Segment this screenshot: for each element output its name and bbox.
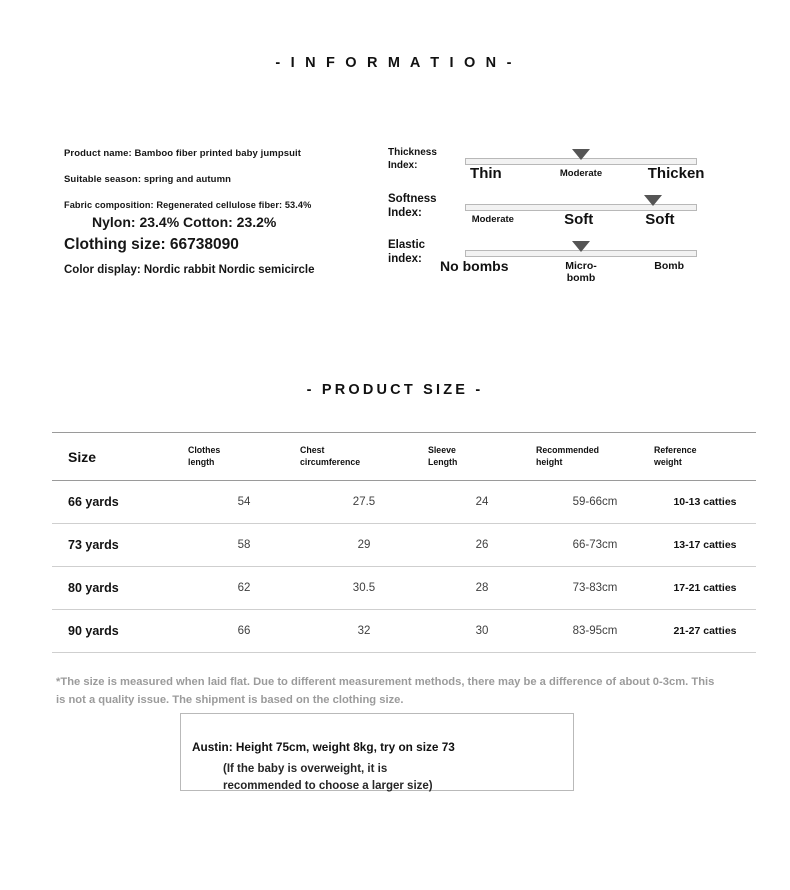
table-row: 80 yards 62 30.5 28 73-83cm 17-21 catties bbox=[52, 566, 756, 610]
cell-recommended-height: 83-95cm bbox=[536, 609, 654, 653]
slider-track-softness[interactable] bbox=[465, 204, 697, 211]
slider-ticks-elastic: No bombs Micro-bomb Bomb bbox=[440, 259, 697, 294]
cell-chest-circumference: 32 bbox=[300, 609, 428, 653]
table-row: 73 yards 58 29 26 66-73cm 13-17 catties bbox=[52, 523, 756, 567]
slider-thickness[interactable]: Thin Moderate Thicken bbox=[465, 149, 704, 192]
fabric-index-panel: Thickness Index: Thin Moderate Thicken Sof… bbox=[388, 146, 708, 296]
slider-tick-label: Micro-bomb bbox=[565, 260, 597, 284]
info-fabric-composition: Fabric composition: Regenerated cellulos… bbox=[64, 200, 312, 210]
index-label-elastic: Elastic index: bbox=[388, 239, 426, 265]
slider-tick-label: Thicken bbox=[647, 165, 705, 182]
size-chart-table: Size Clothes length Chest circumference Sl… bbox=[52, 432, 756, 653]
try-on-reference-box: Austin: Height 75cm, weight 8kg, try on … bbox=[180, 713, 574, 792]
table-row: 66 yards 54 27.5 24 59-66cm 10-13 catties bbox=[52, 480, 756, 524]
cell-size: 66 yards bbox=[52, 480, 188, 524]
header-line: Clothes bbox=[188, 445, 221, 455]
product-information-list: Product name: Bamboo fiber printed baby … bbox=[64, 148, 394, 276]
slider-tick-label: Moderate bbox=[471, 214, 514, 225]
cell-clothes-length: 66 bbox=[188, 609, 300, 653]
slider-marker-thickness[interactable] bbox=[572, 149, 590, 160]
cell-recommended-height: 73-83cm bbox=[536, 566, 654, 610]
try-on-sub-text: (If the baby is overweight, it is recomme… bbox=[223, 761, 433, 795]
cell-clothes-length: 54 bbox=[188, 480, 300, 524]
cell-chest-circumference: 29 bbox=[300, 523, 428, 567]
header-line: circumference bbox=[300, 456, 361, 467]
cell-size: 90 yards bbox=[52, 609, 188, 653]
info-color-display: Color display: Nordic rabbit Nordic semi… bbox=[64, 264, 315, 276]
cell-reference-weight: 21-27 catties bbox=[654, 609, 756, 653]
information-section-heading: - I N F O R M A T I O N - bbox=[275, 55, 515, 71]
slider-marker-softness[interactable] bbox=[643, 195, 662, 206]
table-header-row: Size Clothes length Chest circumference Sl… bbox=[52, 432, 756, 481]
column-header-chest-circumference: Chest circumference bbox=[300, 432, 428, 481]
column-header-reference-weight: Reference weight bbox=[654, 432, 756, 481]
slider-tick-label: Soft bbox=[645, 211, 675, 228]
slider-ticks-softness: Moderate Soft Soft bbox=[465, 211, 697, 248]
header-line: Length bbox=[428, 456, 458, 467]
cell-sleeve-length: 30 bbox=[428, 609, 536, 653]
cell-sleeve-length: 24 bbox=[428, 480, 536, 524]
index-label-thickness: Thickness Index: bbox=[388, 147, 437, 171]
table-row: 90 yards 66 32 30 83-95cm 21-27 catties bbox=[52, 609, 756, 653]
try-on-main-text: Austin: Height 75cm, weight 8kg, try on … bbox=[192, 740, 455, 754]
cell-reference-weight: 10-13 catties bbox=[654, 480, 756, 524]
slider-tick-label: No bombs bbox=[440, 258, 509, 274]
cell-reference-weight: 13-17 catties bbox=[654, 523, 756, 567]
cell-clothes-length: 58 bbox=[188, 523, 300, 567]
note-line: (If the baby is overweight, it is bbox=[223, 763, 388, 775]
product-size-section-heading: - PRODUCT SIZE - bbox=[306, 382, 484, 398]
column-header-recommended-height: Recommended height bbox=[536, 432, 654, 481]
header-line: Reference bbox=[654, 445, 697, 455]
info-product-name: Product name: Bamboo fiber printed baby … bbox=[64, 148, 302, 159]
info-clothing-size: Clothing size: 66738090 bbox=[64, 236, 239, 253]
info-suitable-season: Suitable season: spring and autumn bbox=[64, 174, 232, 185]
cell-size: 80 yards bbox=[52, 566, 188, 610]
info-fabric-breakdown: Nylon: 23.4% Cotton: 23.2% bbox=[92, 214, 277, 230]
slider-marker-elastic[interactable] bbox=[572, 241, 590, 252]
header-line: height bbox=[536, 456, 563, 467]
cell-reference-weight: 17-21 catties bbox=[654, 566, 756, 610]
slider-softness[interactable]: Moderate Soft Soft bbox=[465, 195, 697, 238]
cell-clothes-length: 62 bbox=[188, 566, 300, 610]
slider-elastic[interactable]: No bombs Micro-bomb Bomb bbox=[440, 241, 697, 284]
slider-tick-label: Thin bbox=[470, 165, 502, 182]
slider-ticks-thickness: Thin Moderate Thicken bbox=[465, 165, 704, 202]
column-header-sleeve-length: Sleeve Length bbox=[428, 432, 536, 481]
cell-recommended-height: 66-73cm bbox=[536, 523, 654, 567]
header-line: weight bbox=[654, 456, 682, 467]
cell-chest-circumference: 27.5 bbox=[300, 480, 428, 524]
slider-tick-label: Bomb bbox=[654, 260, 685, 272]
cell-recommended-height: 59-66cm bbox=[536, 480, 654, 524]
slider-tick-label: Soft bbox=[564, 211, 594, 228]
header-line: Sleeve bbox=[428, 445, 456, 455]
index-label-softness: Softness Index: bbox=[388, 193, 437, 219]
slider-tick-label: Moderate bbox=[559, 168, 603, 179]
cell-sleeve-length: 28 bbox=[428, 566, 536, 610]
column-header-clothes-length: Clothes length bbox=[188, 432, 300, 481]
column-header-size: Size bbox=[52, 432, 188, 481]
cell-chest-circumference: 30.5 bbox=[300, 566, 428, 610]
note-line: recommended to choose a larger size) bbox=[223, 780, 433, 792]
header-line: length bbox=[188, 456, 215, 467]
cell-size: 73 yards bbox=[52, 523, 188, 567]
size-measurement-footnote: *The size is measured when laid flat. Du… bbox=[56, 676, 715, 706]
header-line: Chest bbox=[300, 445, 325, 455]
cell-sleeve-length: 26 bbox=[428, 523, 536, 567]
header-line: Recommended bbox=[536, 445, 600, 455]
